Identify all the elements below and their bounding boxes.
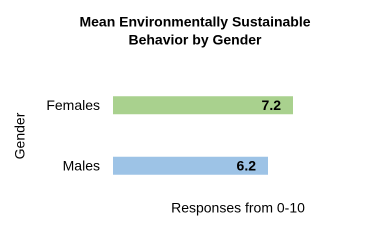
chart-title: Behavior by Gender (128, 32, 262, 48)
bar (113, 96, 293, 115)
x-axis-label: Responses from 0-10 (171, 200, 305, 216)
y-tick-label: Males (63, 157, 100, 173)
chart-title: Mean Environmentally Sustainable (79, 14, 310, 30)
y-axis-label: Gender (12, 112, 28, 159)
y-tick-label: Females (46, 97, 100, 113)
value-label: 6.2 (237, 157, 257, 173)
value-label: 7.2 (262, 97, 282, 113)
bar (113, 156, 268, 175)
